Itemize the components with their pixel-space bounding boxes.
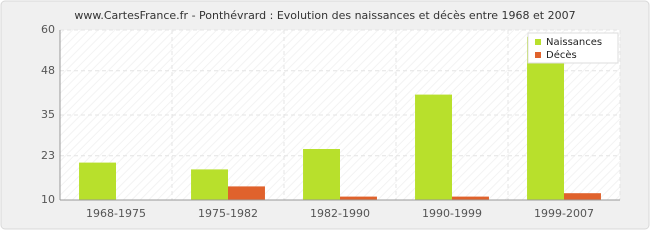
- bar: [191, 169, 228, 200]
- x-tick-label: 1990-1999: [422, 207, 482, 220]
- x-tick-label: 1999-2007: [534, 207, 594, 220]
- legend-box: [527, 32, 619, 64]
- y-tick-label: 10: [41, 193, 55, 206]
- bar: [340, 196, 377, 200]
- y-tick-label: 23: [41, 149, 55, 162]
- y-tick-label: 60: [41, 23, 55, 36]
- bar: [303, 149, 340, 200]
- bar: [415, 94, 452, 200]
- bar: [79, 162, 116, 200]
- x-tick-label: 1982-1990: [310, 207, 370, 220]
- bar: [564, 193, 601, 200]
- legend-label: Naissances: [546, 37, 602, 48]
- bar: [527, 36, 564, 200]
- chart-title: www.CartesFrance.fr - Ponthévrard : Evol…: [74, 9, 575, 22]
- legend-swatch: [535, 52, 541, 58]
- bar: [228, 186, 265, 200]
- legend-swatch: [535, 39, 541, 45]
- legend-label: Décès: [546, 49, 577, 61]
- y-tick-label: 48: [41, 64, 55, 77]
- bar: [452, 196, 489, 200]
- x-tick-label: 1968-1975: [86, 207, 146, 220]
- x-tick-label: 1975-1982: [198, 207, 258, 220]
- y-tick-label: 35: [41, 108, 55, 121]
- chart: www.CartesFrance.fr - Ponthévrard : Evol…: [0, 0, 650, 230]
